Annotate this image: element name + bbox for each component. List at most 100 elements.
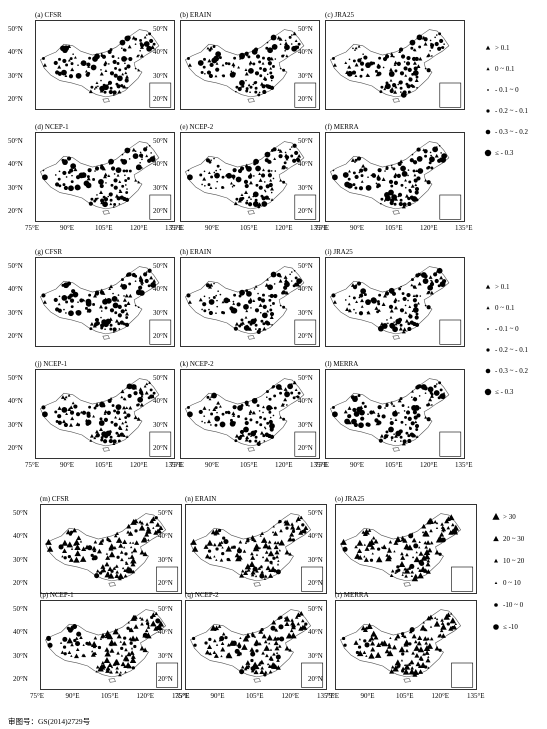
station-marker bbox=[407, 201, 412, 207]
station-marker bbox=[397, 83, 400, 86]
station-marker bbox=[215, 51, 222, 58]
station-marker bbox=[54, 410, 58, 414]
station-marker bbox=[239, 166, 245, 171]
station-marker bbox=[97, 85, 99, 88]
station-marker bbox=[107, 80, 113, 85]
station-marker bbox=[92, 323, 97, 328]
station-marker bbox=[401, 571, 405, 574]
station-marker bbox=[61, 295, 68, 301]
station-marker bbox=[426, 68, 431, 73]
china-outline bbox=[330, 141, 450, 210]
panel-label: (d) NCEP-1 bbox=[35, 123, 69, 131]
station-marker bbox=[437, 634, 441, 638]
station-marker bbox=[115, 167, 122, 173]
hainan-outline bbox=[102, 98, 110, 103]
station-marker bbox=[393, 180, 399, 185]
station-marker bbox=[121, 184, 125, 188]
station-marker bbox=[239, 572, 245, 578]
station-marker bbox=[426, 305, 431, 310]
station-marker bbox=[387, 322, 389, 325]
station-marker bbox=[236, 652, 241, 657]
station-marker bbox=[263, 417, 267, 421]
triangle-icon bbox=[494, 581, 498, 584]
station-marker bbox=[108, 439, 113, 444]
station-marker bbox=[290, 271, 293, 273]
station-marker bbox=[272, 414, 275, 417]
station-marker bbox=[394, 571, 397, 574]
station-marker bbox=[290, 632, 297, 639]
legend-symbol bbox=[486, 306, 490, 310]
station-marker bbox=[226, 172, 232, 179]
station-marker bbox=[400, 54, 406, 59]
station-marker bbox=[244, 51, 249, 56]
station-marker bbox=[57, 177, 61, 181]
station-marker bbox=[100, 69, 102, 71]
x-tick-label: 90°E bbox=[350, 224, 365, 232]
station-marker bbox=[85, 418, 88, 422]
station-marker bbox=[74, 184, 81, 191]
station-marker bbox=[203, 170, 206, 173]
station-marker bbox=[290, 391, 294, 395]
station-marker bbox=[120, 557, 124, 562]
station-marker bbox=[415, 312, 419, 316]
station-marker bbox=[186, 293, 191, 298]
station-marker bbox=[260, 531, 264, 535]
station-marker bbox=[260, 570, 264, 574]
station-marker bbox=[346, 182, 353, 189]
station-marker bbox=[224, 173, 228, 177]
triangle-icon bbox=[492, 513, 500, 520]
station-marker bbox=[229, 420, 236, 427]
legend-symbol bbox=[493, 535, 499, 542]
station-marker bbox=[113, 533, 118, 538]
station-marker bbox=[357, 44, 361, 48]
station-marker bbox=[413, 173, 417, 177]
station-marker bbox=[429, 625, 433, 628]
station-marker bbox=[276, 563, 280, 566]
station-marker bbox=[219, 293, 222, 296]
station-marker bbox=[416, 156, 423, 162]
station-marker bbox=[424, 67, 427, 70]
station-marker bbox=[291, 529, 296, 533]
station-marker bbox=[290, 280, 293, 282]
south-china-sea-inset bbox=[451, 566, 474, 592]
station-marker bbox=[398, 560, 406, 567]
station-marker bbox=[139, 390, 144, 395]
station-marker bbox=[363, 528, 370, 535]
map-panel: (j) NCEP-1 50°N 40°N 30°N 20°N 75°E 90°E 105°E 1… bbox=[8, 360, 183, 469]
station-marker bbox=[225, 545, 232, 552]
station-marker bbox=[344, 418, 350, 425]
station-marker bbox=[394, 434, 399, 438]
station-marker bbox=[435, 536, 443, 543]
station-marker bbox=[284, 39, 287, 42]
station-marker bbox=[126, 523, 132, 529]
station-marker bbox=[277, 559, 280, 562]
station-marker bbox=[403, 639, 410, 646]
station-marker bbox=[354, 158, 358, 162]
station-marker bbox=[401, 292, 405, 295]
station-marker bbox=[278, 37, 283, 41]
station-marker bbox=[432, 146, 439, 153]
station-marker bbox=[427, 547, 433, 553]
station-marker bbox=[434, 41, 439, 47]
station-marker bbox=[156, 625, 160, 630]
station-marker bbox=[111, 296, 118, 302]
station-marker bbox=[407, 169, 410, 171]
station-marker bbox=[271, 324, 273, 326]
station-marker bbox=[278, 386, 283, 390]
station-marker bbox=[414, 190, 419, 195]
station-marker bbox=[332, 406, 335, 409]
station-marker bbox=[407, 197, 411, 201]
station-marker bbox=[270, 271, 277, 278]
station-marker bbox=[397, 398, 402, 403]
station-marker bbox=[413, 639, 418, 644]
station-marker bbox=[440, 618, 444, 622]
station-marker bbox=[124, 71, 128, 75]
station-marker bbox=[137, 180, 141, 184]
station-marker bbox=[393, 90, 398, 94]
station-marker bbox=[212, 45, 216, 48]
station-marker bbox=[397, 192, 403, 197]
station-marker bbox=[391, 194, 398, 201]
station-marker bbox=[366, 622, 373, 629]
y-tick-label: 50°N bbox=[8, 262, 23, 270]
station-marker bbox=[401, 666, 405, 670]
